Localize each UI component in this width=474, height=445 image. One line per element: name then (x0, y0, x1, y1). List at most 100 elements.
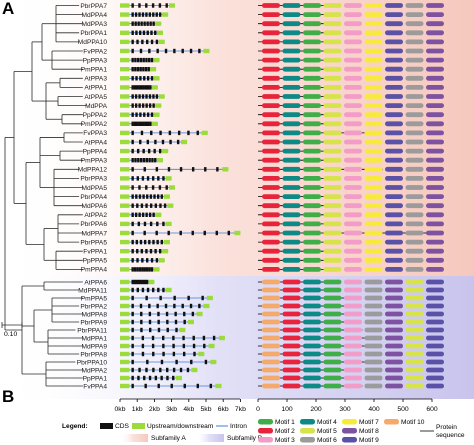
motif-legend-label: Motif 8 (359, 428, 379, 435)
protein-length-axis: 0 100 200 300 400 500 600 (256, 398, 438, 413)
gene-label: PbrPPA11 (77, 327, 107, 334)
gene-label: FvPPA4 (83, 383, 107, 390)
phylogenetic-tree (4, 5, 87, 387)
protein-axis-tick: 400 (368, 406, 380, 413)
motif-legend-label: Motif 9 (359, 437, 379, 444)
gene-axis-tick: 4kb (183, 406, 194, 413)
gene-label: MdPPA12 (78, 167, 108, 174)
gene-label: MdPPA (85, 103, 107, 110)
motif-legend-label: Motif 2 (275, 428, 295, 435)
gene-label: MdPPA2 (81, 367, 107, 374)
gene-label: PmPPA3 (81, 158, 108, 165)
gene-label: MdPPA1 (81, 335, 107, 342)
gene-label: PpPPA1 (83, 375, 108, 382)
protein-axis-tick: 100 (281, 406, 293, 413)
gene-label: MdPPA9 (81, 343, 107, 350)
legend-utr-label: Upstream/downstream (147, 423, 214, 430)
gene-axis-tick: 3kb (166, 406, 177, 413)
tree-scale-bar: 0.10 (1, 322, 23, 338)
gene-label: MdPPA7 (81, 230, 107, 237)
motif-legend-label: Motif 4 (317, 419, 337, 426)
gene-axis-tick: 7kb (235, 406, 246, 413)
scale-bar-label: 0.10 (4, 331, 17, 338)
gene-label: AtPPA5 (84, 94, 107, 101)
gene-label: PbrPPA6 (80, 221, 107, 228)
motif-legend-label: Motif 5 (317, 428, 337, 435)
motif-legend-swatch (342, 428, 357, 434)
gene-label: PbrPPA5 (80, 239, 107, 246)
gene-label: MdPPA3 (81, 21, 107, 28)
gene-labels: PbrPPA7 MdPPA4 MdPPA3 PbrPPA1 MdPPA10 FvPPA2 P… (77, 3, 108, 390)
gene-label: PpPPA4 (83, 148, 108, 155)
gene-label: PbrPPA8 (80, 351, 107, 358)
gene-label: PmPPA5 (81, 295, 108, 302)
gene-label: AtPPA6 (84, 279, 107, 286)
gene-label: PbrPPA4 (80, 194, 107, 201)
gene-label: PmPPA2 (81, 121, 108, 128)
gene-axis-tick: 2kb (149, 406, 160, 413)
legend-intron-label: Intron (230, 423, 247, 430)
gene-label: PpPPA2 (83, 112, 108, 119)
legend-cds-swatch (100, 423, 113, 429)
legend: Legend: CDS Upstream/downstream Intron S… (62, 419, 465, 444)
gene-label: MdPPA6 (81, 203, 107, 210)
gene-label: PpPPA5 (83, 258, 108, 265)
gene-label: PbrPPA10 (77, 359, 108, 366)
protein-motif-structures (258, 3, 444, 389)
gene-label: MdPPA4 (81, 12, 107, 19)
gene-axis-tick: 5kb (201, 406, 212, 413)
gene-label: FvPPA2 (83, 48, 107, 55)
motif-legend-swatch (300, 419, 315, 425)
gene-length-axis: 0kb 1kb 2kb 3kb 4kb 5kb 6kb 7kb (115, 398, 246, 413)
gene-label: AtPPA2 (84, 212, 107, 219)
legend-title: Legend: (62, 423, 88, 430)
gene-label: AtPPA4 (84, 139, 107, 146)
panel-b-letter: B (2, 387, 14, 406)
gene-label: PbrPPA7 (80, 3, 107, 10)
protein-axis-tick: 300 (339, 406, 351, 413)
gene-label: FvPPA1 (83, 249, 107, 256)
gene-label: PbrPPA2 (80, 303, 107, 310)
motif-legend-swatch (342, 419, 357, 425)
subfamily-a-band (0, 0, 474, 276)
motif-legend-label: Motif 7 (359, 419, 379, 426)
legend-subfamily-b-label: Subfamily B (227, 435, 263, 442)
gene-label: PmPPA4 (81, 267, 108, 274)
protein-axis-tick: 0 (256, 406, 260, 413)
protein-axis-tick: 200 (310, 406, 322, 413)
gene-label: PmPPA1 (81, 67, 108, 74)
protein-axis-tick: 600 (426, 406, 438, 413)
gene-label: AtPPA3 (84, 76, 107, 83)
motif-legend-label: Motif 1 (275, 419, 295, 426)
gene-label: MdPPA8 (81, 311, 107, 318)
motif-legend-swatch (258, 419, 273, 425)
gene-label: PbrPPA1 (80, 30, 107, 37)
legend-utr-swatch (132, 423, 145, 429)
gene-axis-tick: 6kb (218, 406, 229, 413)
legend-cds-label: CDS (115, 423, 130, 430)
gene-label: AtPPA1 (84, 85, 107, 92)
gene-label: PbrPPA3 (80, 176, 107, 183)
gene-axis-tick: 1kb (132, 406, 143, 413)
protein-axis-tick: 500 (397, 406, 409, 413)
motif-legend-label: Motif 10 (401, 419, 425, 426)
gene-label: PbrPPA9 (80, 319, 107, 326)
gene-label: FvPPA3 (83, 130, 107, 137)
motif-legend-swatch (258, 428, 273, 434)
gene-label: MdPPA5 (81, 185, 107, 192)
motif-legend-swatch (258, 437, 273, 443)
legend-protein-label-2: sequence (436, 432, 465, 439)
motif-legend-label: Motif 6 (317, 437, 337, 444)
motif-legend-swatch (300, 437, 315, 443)
panel-a-letter: A (2, 0, 14, 18)
motif-legend-label: Motif 3 (275, 437, 295, 444)
gene-label: MdPPA10 (78, 39, 108, 46)
motif-legend-swatch (384, 419, 399, 425)
gene-label: PpPPA3 (83, 57, 108, 64)
motif-legend-swatch (300, 428, 315, 434)
gene-structures (120, 3, 241, 389)
legend-subfamily-a-swatch (120, 434, 148, 442)
motif-legend-swatch (342, 437, 357, 443)
legend-protein-label: Protein (436, 424, 457, 431)
